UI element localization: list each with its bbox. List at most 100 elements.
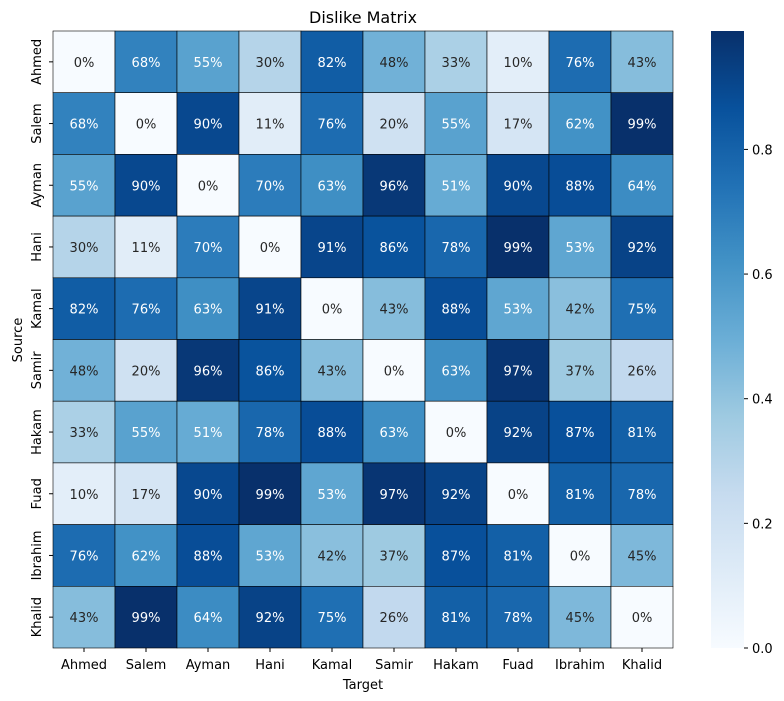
cell-value-label: 97% bbox=[380, 488, 409, 503]
x-tick-label: Fuad bbox=[502, 658, 533, 673]
cell-value-label: 86% bbox=[380, 241, 409, 256]
cell-value-label: 20% bbox=[132, 364, 161, 379]
heatmap-cell bbox=[424, 92, 488, 155]
heatmap-cell bbox=[548, 585, 612, 649]
cell-value-label: 87% bbox=[566, 426, 595, 441]
cell-value-label: 53% bbox=[566, 241, 595, 256]
heatmap-cell bbox=[52, 154, 116, 217]
heatmap-cell bbox=[114, 462, 178, 525]
heatmap-cell bbox=[610, 462, 674, 525]
cell-value-label: 17% bbox=[132, 488, 161, 503]
heatmap-cell bbox=[424, 585, 488, 649]
cell-value-label: 55% bbox=[70, 179, 99, 194]
cell-value-label: 68% bbox=[70, 118, 99, 133]
heatmap-cell bbox=[300, 215, 364, 279]
cell-value-label: 78% bbox=[628, 488, 657, 503]
cell-value-label: 78% bbox=[442, 241, 471, 256]
heatmap-cell bbox=[300, 30, 364, 94]
cell-value-label: 63% bbox=[442, 364, 471, 379]
cell-value-label: 70% bbox=[256, 179, 285, 194]
cell-value-label: 55% bbox=[132, 426, 161, 441]
heatmap-cell bbox=[486, 30, 550, 94]
heatmap-cell bbox=[548, 462, 612, 525]
cell-value-label: 76% bbox=[318, 118, 347, 133]
cell-value-label: 86% bbox=[256, 364, 285, 379]
heatmap-cell bbox=[486, 462, 550, 525]
colorbar-ticks: 0.0 0.2 0.4 0.6 0.8 bbox=[744, 143, 773, 657]
heatmap-cell bbox=[176, 462, 240, 525]
heatmap-cell bbox=[486, 154, 550, 217]
heatmap-cell bbox=[52, 585, 116, 649]
heatmap-cell bbox=[548, 524, 612, 587]
cell-value-label: 81% bbox=[628, 426, 657, 441]
colorbar-tick-label: 0.0 bbox=[752, 642, 773, 657]
cell-value-label: 43% bbox=[70, 611, 99, 626]
heatmap-cell bbox=[114, 585, 178, 649]
heatmap-cell bbox=[114, 30, 178, 94]
cell-value-label: 91% bbox=[318, 241, 347, 256]
cell-value-label: 88% bbox=[442, 303, 471, 318]
cell-value-label: 42% bbox=[566, 303, 595, 318]
heatmap-cell bbox=[176, 154, 240, 217]
cell-value-label: 97% bbox=[504, 364, 533, 379]
chart-title: Dislike Matrix bbox=[309, 8, 417, 27]
x-tick-label: Kamal bbox=[312, 658, 353, 673]
heatmap-cell bbox=[610, 154, 674, 217]
x-tick-label: Ahmed bbox=[61, 658, 107, 673]
cell-value-label: 81% bbox=[566, 488, 595, 503]
cell-value-label: 81% bbox=[504, 549, 533, 564]
cell-value-label: 78% bbox=[256, 426, 285, 441]
cell-value-label: 87% bbox=[442, 549, 471, 564]
x-tick-label: Hakam bbox=[433, 658, 479, 673]
x-tick-label: Salem bbox=[126, 658, 167, 673]
heatmap-cell bbox=[610, 30, 674, 94]
heatmap-cell bbox=[362, 585, 426, 649]
heatmap-cell bbox=[424, 400, 488, 464]
y-tick-label: Samir bbox=[30, 351, 45, 389]
colorbar-tick-label: 0.6 bbox=[752, 268, 773, 283]
cell-value-label: 53% bbox=[318, 488, 347, 503]
heatmap-cell bbox=[238, 30, 302, 94]
cell-value-label: 62% bbox=[566, 118, 595, 133]
heatmap-cell bbox=[300, 154, 364, 217]
cell-value-label: 76% bbox=[566, 56, 595, 71]
heatmap-cell bbox=[238, 339, 302, 402]
heatmap-cell bbox=[52, 400, 116, 464]
heatmap-cell bbox=[362, 92, 426, 155]
heatmap-cell bbox=[362, 339, 426, 402]
cell-value-label: 88% bbox=[194, 549, 223, 564]
cell-value-label: 92% bbox=[504, 426, 533, 441]
heatmap-cell bbox=[176, 339, 240, 402]
y-tick-label: Kamal bbox=[30, 288, 45, 329]
heatmap-cell bbox=[548, 92, 612, 155]
cell-value-label: 20% bbox=[380, 118, 409, 133]
cell-value-label: 99% bbox=[256, 488, 285, 503]
heatmap-cell bbox=[238, 92, 302, 155]
cell-value-label: 90% bbox=[194, 118, 223, 133]
cell-value-label: 64% bbox=[194, 611, 223, 626]
cell-value-label: 92% bbox=[442, 488, 471, 503]
cell-value-label: 26% bbox=[628, 364, 657, 379]
cell-value-label: 37% bbox=[566, 364, 595, 379]
heatmap-cells: 0% 68% 55% 30% 82% 48% 33% 10% 76% 43% 68% 0% 90% 11%… bbox=[52, 30, 674, 649]
heatmap-cell bbox=[52, 30, 116, 94]
heatmap-cell bbox=[548, 215, 612, 279]
cell-value-label: 0% bbox=[446, 426, 467, 441]
cell-value-label: 17% bbox=[504, 118, 533, 133]
cell-value-label: 0% bbox=[508, 488, 529, 503]
y-tick-label: Ayman bbox=[30, 163, 45, 208]
colorbar bbox=[711, 31, 744, 648]
cell-value-label: 64% bbox=[628, 179, 657, 194]
cell-value-label: 76% bbox=[132, 303, 161, 318]
heatmap-cell bbox=[238, 400, 302, 464]
y-tick-label: Khalid bbox=[30, 597, 45, 637]
cell-value-label: 33% bbox=[70, 426, 99, 441]
cell-value-label: 91% bbox=[256, 303, 285, 318]
cell-value-label: 63% bbox=[380, 426, 409, 441]
heatmap-cell bbox=[238, 524, 302, 587]
heatmap-cell bbox=[52, 215, 116, 279]
cell-value-label: 90% bbox=[504, 179, 533, 194]
heatmap-cell bbox=[424, 154, 488, 217]
heatmap-cell bbox=[610, 92, 674, 155]
heatmap-cell bbox=[424, 462, 488, 525]
